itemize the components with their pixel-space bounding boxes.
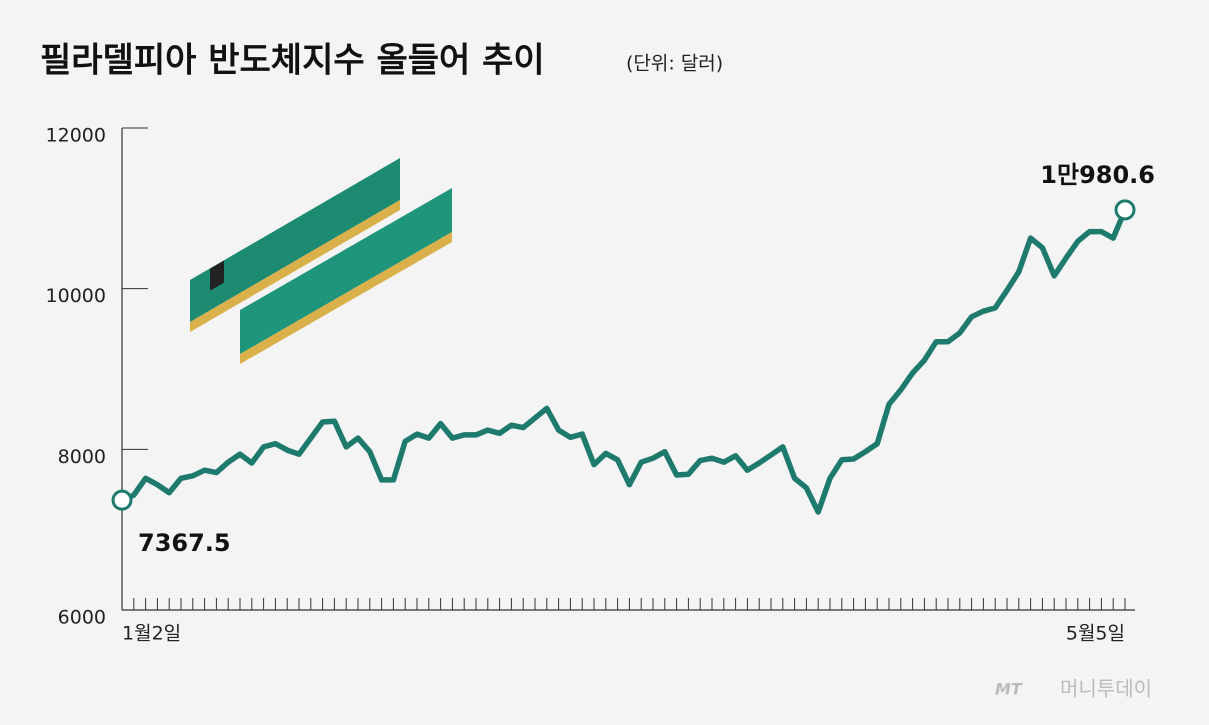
data-label: 7367.5 [138, 529, 231, 557]
chart-title: 필라델피아 반도체지수 올들어 추이 [40, 41, 545, 81]
end-marker [1114, 199, 1136, 221]
x-tick-label: 1월2일 [122, 623, 181, 645]
end-marker [111, 489, 133, 511]
y-tick-label: 10000 [46, 285, 106, 307]
line [119, 207, 1128, 515]
y-tick-label: 8000 [58, 446, 106, 468]
data-label: 1만980.6 [1040, 161, 1155, 189]
chart-subtitle: (단위: 달러) [626, 53, 723, 75]
memory-illustration [190, 158, 452, 364]
source-logo: MT [995, 680, 1023, 699]
watermark: 머니투데이 [1060, 677, 1152, 701]
x-tick-label: 5월5일 [1066, 623, 1125, 645]
y-tick-label: 12000 [46, 125, 106, 147]
y-tick-label: 6000 [58, 607, 106, 629]
